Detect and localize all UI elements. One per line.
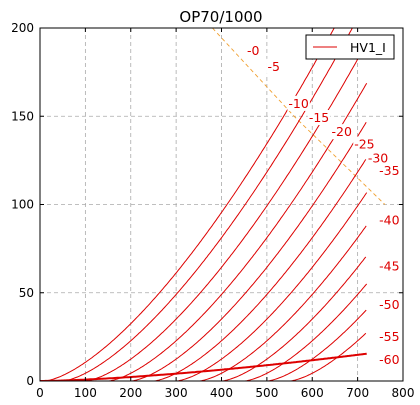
curve-labels: -0 -5 -10-15-20-25-30-35 -40 -45 -50 -55 -60 [246,42,401,367]
curve-label: -45 [379,258,399,273]
x-tick-label: 200 [119,386,142,400]
curve-g40 [198,225,367,381]
chart-title: OP70/1000 [179,8,262,26]
curve-g0 [40,352,367,381]
curve-label: -60 [379,352,399,367]
curve-g45 [221,256,367,381]
y-tick-label: 0 [26,374,34,388]
curve-label: -35 [379,163,399,178]
curve-g5 [44,28,335,381]
max-power-line [212,27,386,205]
curve-label: -5 [267,59,279,74]
curve-label-bg [378,212,401,228]
x-tick-label: 500 [255,386,278,400]
curve-label: -50 [379,297,399,312]
curves [40,28,368,381]
y-tick-label: 200 [11,21,34,35]
curve-label-bg [287,95,310,111]
curve-label-bg [378,351,401,367]
y-tick-label: 50 [19,286,34,300]
max-power-line-path [212,27,386,205]
x-tick-label: 600 [301,386,324,400]
curve-label-bg [378,162,401,178]
curve-label-bg [353,136,376,152]
x-tick-label: 300 [165,386,188,400]
curve-g50 [244,283,368,381]
curve-label: -25 [354,136,374,151]
curve-g25 [130,121,367,381]
curve-label: -10 [288,96,308,111]
curve-label: -0 [247,43,260,58]
x-tick-label: 700 [346,386,369,400]
x-tick-label: 0 [36,386,44,400]
curve-g30 [153,159,367,381]
curve-label-bg [307,110,331,126]
legend: HV1_I [305,34,395,60]
curve-g10 [62,28,353,381]
x-tick-label: 400 [210,386,233,400]
curve-label-bg [378,328,401,344]
curve-label-bg [330,124,353,140]
legend-entry: HV1_I [350,40,386,55]
y-tick-label: 100 [11,198,34,212]
curve-label: -30 [368,151,388,166]
curve-g60 [289,332,367,381]
x-tick-label: 800 [392,386,415,400]
axis-ticks: 0 100 200 300 400 500 600 700 800 0 50 100 150 200 [11,21,414,400]
curve-label: -55 [379,329,399,344]
x-tick-label: 100 [74,386,97,400]
curve-g20 [108,82,368,381]
curve-g35 [176,192,368,381]
curve-label-bg [366,150,390,166]
curve-label-bg [266,58,281,74]
curve-label-bg [246,42,261,58]
curve-g55 [266,309,367,381]
curve-label-bg [378,297,401,313]
curve-label: -20 [332,124,352,139]
curve-g15 [85,44,367,381]
curve-label: -40 [379,212,399,227]
curve-label: -15 [309,110,329,125]
curve-label-bg [378,258,401,274]
y-tick-label: 150 [11,109,34,123]
